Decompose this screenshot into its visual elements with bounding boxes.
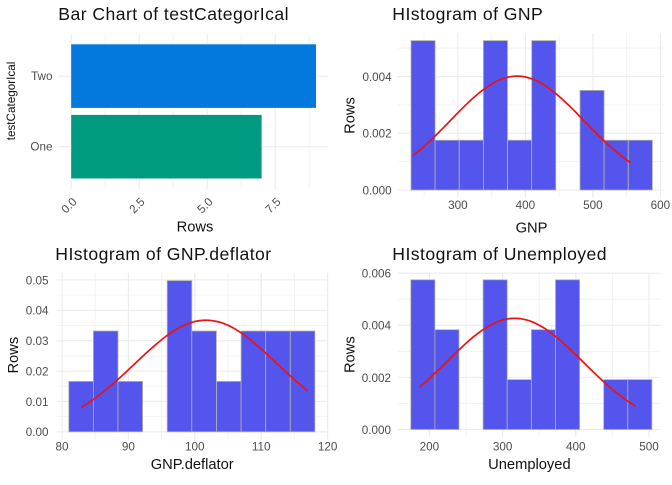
- svg-text:Bar Chart of testCategorIcal: Bar Chart of testCategorIcal: [58, 4, 289, 24]
- svg-text:0.00: 0.00: [26, 426, 49, 439]
- svg-text:0.006: 0.006: [362, 268, 391, 281]
- svg-text:Two: Two: [31, 70, 53, 83]
- svg-text:100: 100: [185, 441, 205, 454]
- svg-text:200: 200: [420, 440, 440, 453]
- svg-text:500: 500: [639, 440, 659, 453]
- svg-text:0.000: 0.000: [362, 424, 392, 437]
- svg-text:Unemployed: Unemployed: [488, 457, 570, 473]
- svg-text:HIstogram of GNP: HIstogram of GNP: [392, 4, 543, 24]
- svg-text:Rows: Rows: [342, 97, 358, 134]
- svg-text:0.04: 0.04: [26, 305, 49, 318]
- svg-text:300: 300: [448, 199, 468, 212]
- svg-text:Rows: Rows: [6, 337, 22, 374]
- svg-text:300: 300: [493, 440, 513, 453]
- svg-text:GNP.deflator: GNP.deflator: [151, 457, 234, 473]
- svg-text:0.000: 0.000: [362, 184, 392, 197]
- svg-text:HIstogram of Unemployed: HIstogram of Unemployed: [392, 244, 607, 264]
- svg-text:500: 500: [583, 199, 603, 212]
- svg-text:400: 400: [566, 440, 586, 453]
- svg-text:600: 600: [651, 199, 671, 212]
- svg-text:90: 90: [122, 441, 136, 454]
- svg-text:Rows: Rows: [342, 336, 358, 373]
- svg-text:0.002: 0.002: [362, 372, 391, 385]
- svg-text:110: 110: [252, 441, 271, 454]
- svg-text:0.002: 0.002: [362, 128, 391, 141]
- svg-text:0.02: 0.02: [26, 366, 49, 379]
- svg-text:HIstogram of GNP.deflator: HIstogram of GNP.deflator: [55, 244, 271, 264]
- svg-text:testCategorIcal: testCategorIcal: [5, 62, 18, 141]
- svg-text:0.004: 0.004: [362, 320, 392, 333]
- svg-text:120: 120: [318, 441, 338, 454]
- svg-text:One: One: [30, 141, 52, 154]
- svg-text:80: 80: [55, 441, 69, 454]
- svg-text:Rows: Rows: [177, 220, 214, 236]
- svg-text:400: 400: [516, 199, 536, 212]
- svg-text:0.01: 0.01: [26, 396, 49, 409]
- svg-text:0.03: 0.03: [26, 335, 49, 348]
- svg-text:GNP: GNP: [516, 220, 548, 236]
- svg-text:0.05: 0.05: [26, 274, 49, 287]
- svg-text:0.004: 0.004: [362, 71, 392, 84]
